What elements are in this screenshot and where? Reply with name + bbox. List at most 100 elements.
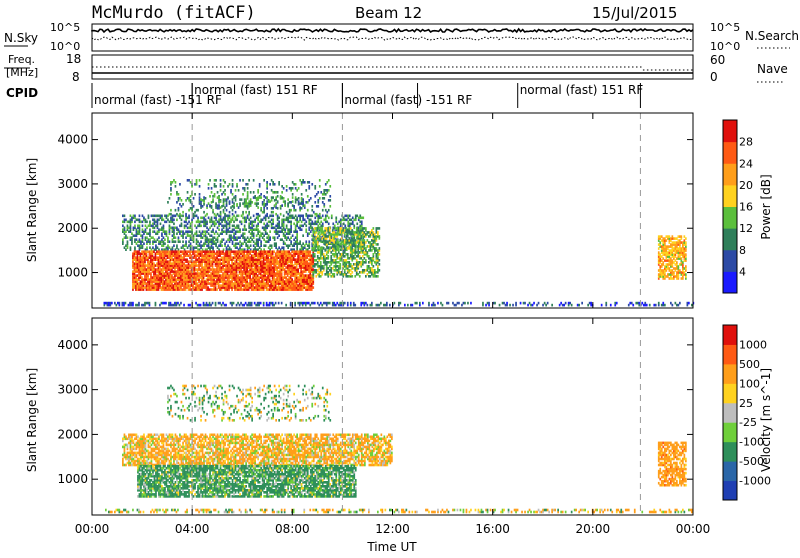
- heatmap-cell: [335, 304, 337, 307]
- heatmap-cell: [162, 250, 164, 253]
- heatmap-cell: [320, 302, 322, 305]
- heatmap-cell: [295, 187, 297, 190]
- heatmap-cell: [318, 304, 320, 307]
- heatmap-cell: [312, 229, 314, 232]
- heatmap-cell: [214, 183, 216, 186]
- heatmap-cell: [171, 304, 173, 307]
- heatmap-cell: [283, 215, 285, 218]
- heatmap-cell: [344, 219, 346, 222]
- heatmap-cell: [194, 250, 196, 253]
- heatmap-cell: [262, 232, 264, 235]
- heatmap-cell: [127, 240, 129, 243]
- heatmap-cell: [347, 221, 349, 224]
- heatmap-cell: [311, 183, 313, 186]
- heatmap-cell: [666, 235, 668, 238]
- heatmap-cell: [197, 225, 199, 228]
- heatmap-cell: [323, 219, 325, 222]
- heatmap-cell: [213, 268, 215, 271]
- heatmap-cell: [197, 234, 199, 237]
- heatmap-cell: [293, 280, 295, 283]
- heatmap-cell: [376, 235, 378, 238]
- heatmap-cell: [232, 213, 234, 216]
- heatmap-cell: [219, 284, 221, 287]
- heatmap-cell: [187, 223, 189, 226]
- heatmap-cell: [160, 215, 162, 218]
- heatmap-cell: [184, 244, 186, 247]
- heatmap-cell: [259, 183, 261, 186]
- heatmap-cell: [281, 302, 283, 305]
- heatmap-cell: [308, 240, 310, 243]
- heatmap-cell: [164, 230, 166, 233]
- heatmap-cell: [148, 225, 150, 228]
- heatmap-cell: [307, 209, 309, 212]
- heatmap-cell: [359, 271, 361, 274]
- heatmap-cell: [245, 250, 247, 253]
- heatmap-cell: [203, 254, 205, 257]
- heatmap-cell: [288, 250, 290, 253]
- heatmap-cell: [338, 221, 340, 224]
- heatmap-cell: [360, 227, 362, 230]
- heatmap-cell: [181, 219, 183, 222]
- heatmap-cell: [281, 250, 283, 253]
- heatmap-cell: [323, 265, 325, 268]
- heatmap-cell: [160, 240, 162, 243]
- heatmap-cell: [215, 268, 217, 271]
- heatmap-cell: [244, 236, 246, 239]
- heatmap-cell: [169, 221, 171, 224]
- heatmap-cell: [169, 225, 171, 228]
- heatmap-cell: [300, 302, 302, 305]
- heatmap-cell: [314, 213, 316, 216]
- heatmap-cell: [373, 265, 375, 268]
- heatmap-cell: [367, 273, 369, 276]
- heatmap-cell: [208, 187, 210, 190]
- heatmap-cell: [156, 268, 158, 271]
- heatmap-cell: [173, 223, 175, 226]
- heatmap-cell: [269, 221, 271, 224]
- heatmap-cell: [178, 207, 180, 210]
- heatmap-cell: [305, 286, 307, 289]
- heatmap-cell: [235, 217, 237, 220]
- heatmap-cell: [315, 269, 317, 272]
- heatmap-cell: [376, 271, 378, 274]
- heatmap-cell: [314, 269, 316, 272]
- heatmap-cell: [105, 302, 107, 305]
- heatmap-cell: [194, 225, 196, 228]
- heatmap-cell: [544, 302, 546, 305]
- heatmap-cell: [323, 253, 325, 256]
- heatmap-cell: [179, 225, 181, 228]
- heatmap-cell: [164, 221, 166, 224]
- heatmap-cell: [190, 181, 192, 184]
- heatmap-cell: [283, 246, 285, 249]
- heatmap-cell: [152, 223, 154, 226]
- heatmap-cell: [194, 215, 196, 218]
- heatmap-cell: [643, 304, 645, 307]
- heatmap-cell: [149, 250, 151, 253]
- heatmap-cell: [215, 280, 217, 283]
- heatmap-cell: [202, 244, 204, 247]
- heatmap-cell: [344, 215, 346, 218]
- heatmap-cell: [672, 304, 674, 307]
- heatmap-cell: [258, 250, 260, 253]
- heatmap-cell: [442, 304, 444, 307]
- heatmap-cell: [330, 251, 332, 254]
- heatmap-cell: [217, 232, 219, 235]
- heatmap-cell: [348, 237, 350, 240]
- heatmap-cell: [299, 215, 301, 218]
- heatmap-cell: [130, 215, 132, 218]
- heatmap-cell: [302, 179, 304, 182]
- heatmap-cell: [152, 236, 154, 239]
- heatmap-cell: [667, 251, 669, 254]
- heatmap-cell: [125, 230, 127, 233]
- heatmap-cell: [527, 304, 529, 307]
- heatmap-cell: [237, 274, 239, 277]
- heatmap-cell: [327, 227, 329, 230]
- heatmap-cell: [398, 302, 400, 305]
- heatmap-cell: [155, 302, 157, 305]
- heatmap-cell: [297, 250, 299, 253]
- heatmap-cell: [149, 221, 151, 224]
- heatmap-cell: [266, 191, 268, 194]
- heatmap-cell: [176, 213, 178, 216]
- heatmap-cell: [218, 244, 220, 247]
- heatmap-cell: [303, 302, 305, 305]
- heatmap-cell: [244, 232, 246, 235]
